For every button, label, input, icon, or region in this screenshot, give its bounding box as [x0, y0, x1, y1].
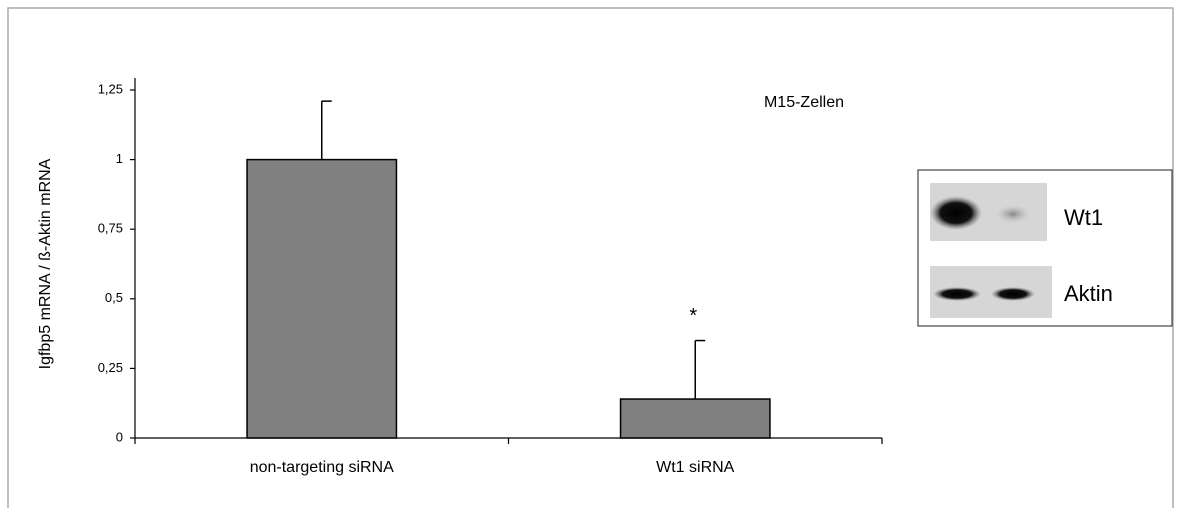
blot-label: Wt1 [1064, 205, 1103, 230]
x-tick-label: Wt1 siRNA [656, 459, 735, 476]
bar [247, 160, 396, 438]
y-tick-label: 0,5 [105, 290, 123, 305]
blot-band [930, 196, 982, 230]
y-tick-label: 0,75 [98, 221, 123, 236]
x-tick-label: non-targeting siRNA [250, 459, 394, 476]
annotation: M15-Zellen [764, 94, 844, 111]
significance-mark: * [689, 305, 697, 327]
y-tick-label: 1,25 [98, 81, 123, 96]
y-tick-label: 0 [116, 429, 123, 444]
blot: Wt1 Aktin [918, 170, 1172, 326]
blot-band [933, 287, 981, 301]
y-axis-label: Igfbp5 mRNA / ß-Aktin mRNA [37, 158, 54, 369]
bar [621, 399, 770, 438]
blot-band [996, 205, 1030, 223]
y-tick-label: 0,25 [98, 360, 123, 375]
chart: Igfbp5 mRNA / ß-Aktin mRNA M15-Zellen Wt… [0, 0, 1181, 508]
blot-label: Aktin [1064, 281, 1113, 306]
y-tick-label: 1 [116, 151, 123, 166]
blot-band [991, 287, 1035, 301]
